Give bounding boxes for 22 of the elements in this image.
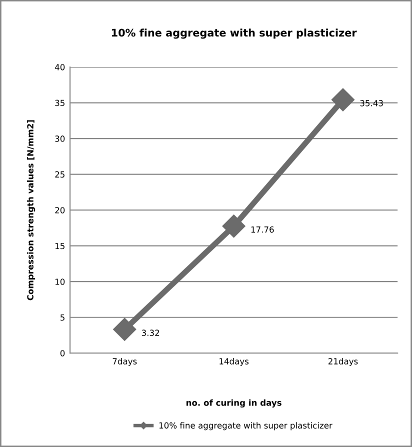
x-tick-label: 7days — [112, 358, 137, 366]
x-axis-title: no. of curing in days — [186, 399, 282, 408]
y-tick-label: 5 — [60, 314, 64, 321]
x-tick-label: 21days — [328, 358, 358, 366]
chart-title: 10% fine aggregate with super plasticizer — [112, 28, 357, 39]
y-tick-label: 40 — [54, 64, 65, 70]
data-label: 3.32 — [142, 330, 160, 336]
y-tick-label: 35 — [55, 100, 64, 106]
data-label: 17.76 — [251, 226, 274, 233]
data-label: 35.43 — [360, 100, 383, 106]
y-axis-title: Compression strength values [N/mm2] — [27, 120, 36, 300]
y-tick-label: 25 — [55, 171, 64, 178]
x-tick-label: 14days — [220, 358, 249, 366]
y-tick-label: 30 — [55, 136, 65, 142]
point — [113, 318, 136, 341]
y-tick-label: 10 — [55, 278, 65, 285]
point — [331, 88, 354, 112]
y-tick-label: 0 — [60, 350, 65, 356]
point — [222, 214, 246, 238]
y-tick-label: 20 — [55, 207, 65, 214]
y-tick-label: 15 — [55, 242, 64, 250]
legend-label: 10% fine aggregate with super plasticizer — [159, 422, 332, 430]
